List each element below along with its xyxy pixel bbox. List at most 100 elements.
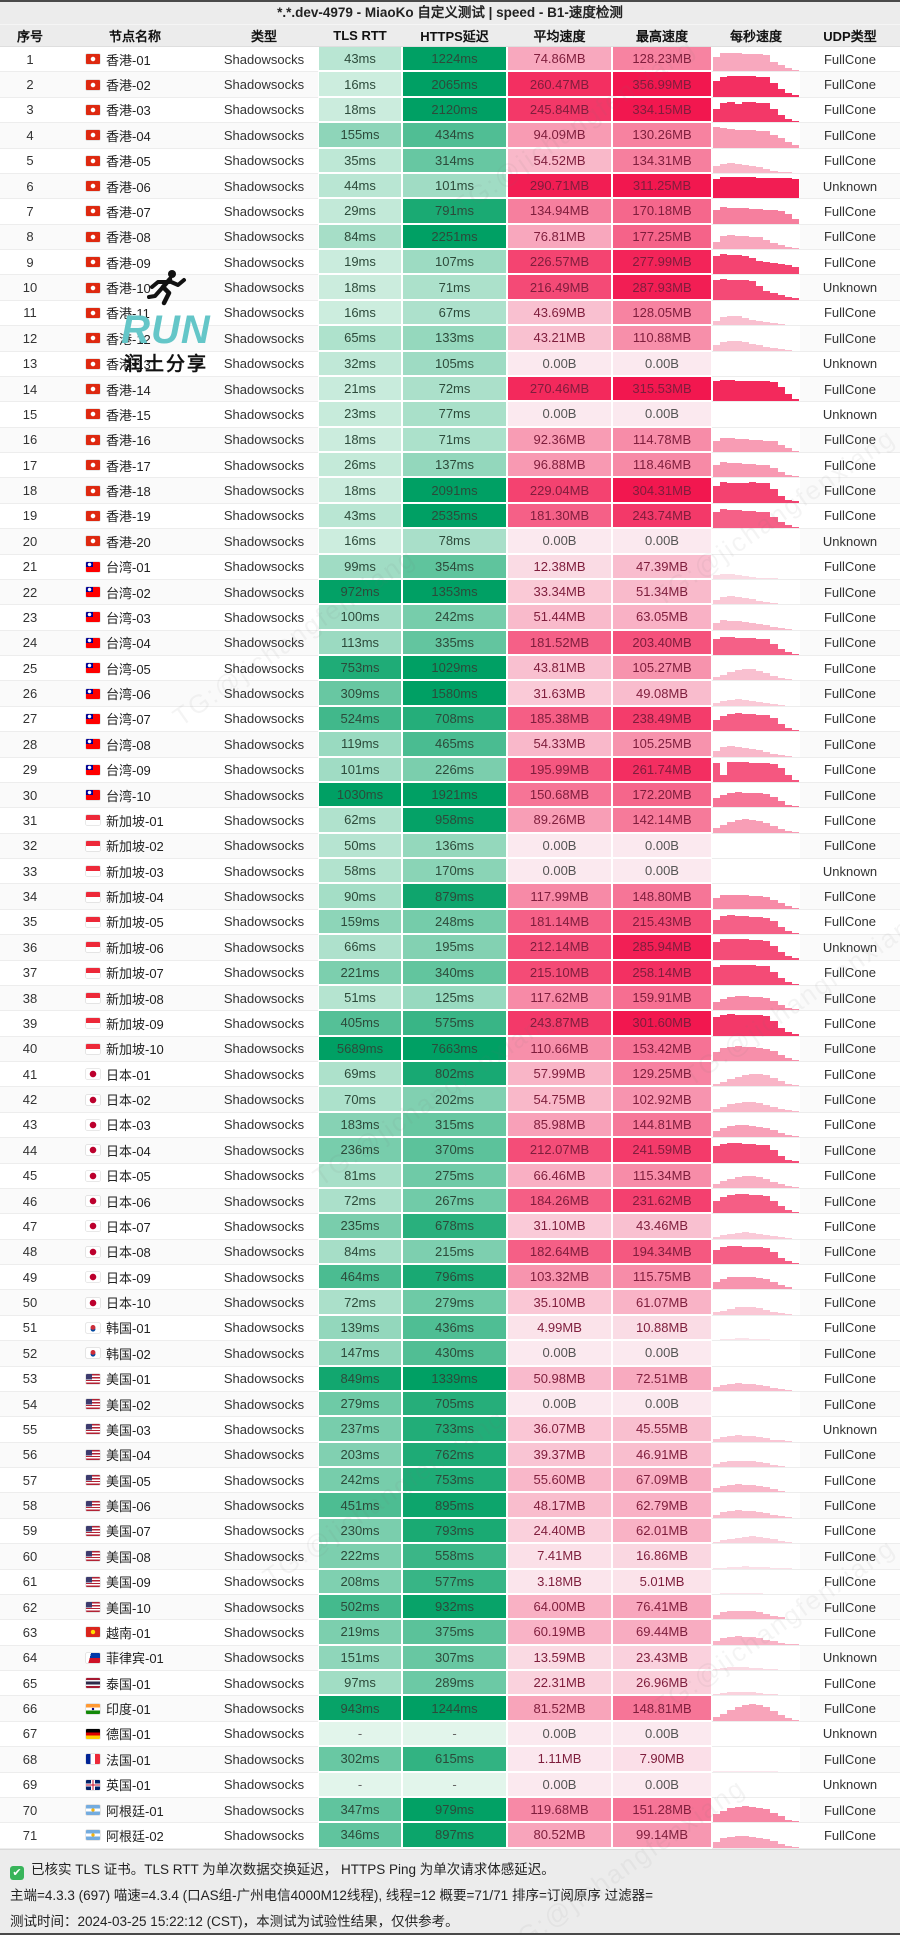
speed-bar <box>748 343 757 351</box>
speed-bar <box>720 1339 728 1341</box>
per-second-speed-chart <box>712 1138 800 1164</box>
speed-bar <box>720 824 728 833</box>
table-row: 58 美国-06 Shadowsocks 451ms 895ms 48.17MB 62.79… <box>0 1493 900 1519</box>
speed-bar <box>784 679 792 681</box>
cell-type: Shadowsocks <box>210 1087 318 1113</box>
speed-bar <box>791 476 800 478</box>
speed-bar <box>713 209 721 224</box>
cell-max-speed: 0.00B <box>612 402 712 428</box>
speed-bar <box>770 1051 778 1061</box>
cell-type: Shadowsocks <box>210 1239 318 1265</box>
cell-https-delay: 101ms <box>402 173 507 200</box>
per-second-speed-chart <box>712 1366 800 1392</box>
node-name-label: 台湾-09 <box>106 763 151 779</box>
cell-avg-speed: 50.98MB <box>507 1366 612 1392</box>
speed-bar <box>756 623 764 630</box>
speed-bar <box>748 1232 757 1239</box>
cell-type: Shadowsocks <box>210 1391 318 1418</box>
speed-bar <box>734 1835 742 1848</box>
cell-max-speed: 45.55MB <box>612 1417 712 1443</box>
speed-bar <box>777 1389 785 1391</box>
flag-icon-tw <box>86 612 100 623</box>
cell-https-delay: 733ms <box>402 1417 507 1443</box>
speed-bar <box>720 127 728 148</box>
speed-bar <box>734 1076 742 1087</box>
node-name-label: 美国-07 <box>106 1524 151 1540</box>
speed-bar <box>720 1713 728 1721</box>
speed-bar <box>734 637 742 655</box>
speed-bar <box>727 1692 735 1696</box>
flag-icon-hk <box>86 54 100 65</box>
cell-max-speed: 134.31MB <box>612 148 712 174</box>
table-row: 18 香港-18 Shadowsocks 18ms 2091ms 229.04MB 304.… <box>0 478 900 504</box>
flag-icon-us <box>86 1399 100 1410</box>
cell-tls-rtt: 19ms <box>318 250 402 276</box>
cell-max-speed: 46.91MB <box>612 1442 712 1468</box>
speed-bar <box>777 927 785 935</box>
cell-tls-rtt: 18ms <box>318 97 402 124</box>
cell-node-name: 香港-09 <box>60 250 210 276</box>
speed-bar <box>727 1308 735 1315</box>
speed-bar <box>763 1196 771 1214</box>
cell-avg-speed: 245.84MB <box>507 97 612 124</box>
cell-type: Shadowsocks <box>210 579 318 606</box>
speed-bar <box>713 575 721 579</box>
speed-bar <box>770 1464 778 1467</box>
table-row: 1 香港-01 Shadowsocks 43ms 1224ms 74.86MB 128.23… <box>0 47 900 73</box>
cell-node-name: 香港-18 <box>60 478 210 504</box>
per-second-speed-chart <box>712 1823 800 1849</box>
speed-bar <box>720 1279 728 1290</box>
speed-bar <box>727 1178 735 1188</box>
cell-node-name: 香港-05 <box>60 148 210 174</box>
cell-max-speed: 142.14MB <box>612 808 712 834</box>
speed-bar <box>763 1075 771 1087</box>
cell-avg-speed: 24.40MB <box>507 1518 612 1545</box>
cell-num: 18 <box>0 478 60 504</box>
speed-bar <box>770 826 778 833</box>
table-row: 48 日本-08 Shadowsocks 84ms 215ms 182.64MB 194.3… <box>0 1239 900 1265</box>
cell-max-speed: 356.99MB <box>612 72 712 98</box>
cell-max-speed: 258.14MB <box>612 960 712 986</box>
speed-bar <box>727 1567 735 1569</box>
speed-bar <box>741 165 749 173</box>
speed-bar <box>741 53 749 72</box>
cell-num: 13 <box>0 351 60 377</box>
cell-max-speed: 148.81MB <box>612 1696 712 1722</box>
speed-bar <box>727 894 735 909</box>
cell-udp-type: FullCone <box>800 1823 900 1849</box>
per-second-speed-chart <box>712 1011 800 1037</box>
cell-udp-type: FullCone <box>800 833 900 859</box>
speed-bar <box>756 464 764 478</box>
table-row: 49 日本-09 Shadowsocks 464ms 796ms 103.32MB 115.… <box>0 1265 900 1291</box>
cell-avg-speed: 60.19MB <box>507 1620 612 1646</box>
per-second-speed-chart <box>712 757 800 783</box>
per-second-speed-chart <box>712 884 800 910</box>
speed-bar <box>741 1101 749 1112</box>
cell-num: 25 <box>0 656 60 682</box>
cell-type: Shadowsocks <box>210 427 318 453</box>
speed-bar <box>720 573 728 579</box>
node-name-label: 日本-04 <box>106 1143 151 1159</box>
speed-bar <box>720 1310 728 1315</box>
speed-bar <box>756 177 764 199</box>
cell-avg-speed: 0.00B <box>507 833 612 859</box>
speed-bar <box>727 76 735 97</box>
per-second-speed-chart <box>712 529 800 555</box>
cell-udp-type: FullCone <box>800 782 900 809</box>
per-second-speed-chart <box>712 1696 800 1722</box>
cell-type: Shadowsocks <box>210 402 318 428</box>
node-name-label: 新加坡-06 <box>106 940 164 956</box>
cell-type: Shadowsocks <box>210 1620 318 1646</box>
speed-bar <box>777 1516 785 1518</box>
cell-tls-rtt: 58ms <box>318 859 402 885</box>
per-second-speed-chart <box>712 1036 800 1062</box>
cell-type: Shadowsocks <box>210 808 318 834</box>
node-name-label: 香港-18 <box>106 484 151 500</box>
speed-bar <box>720 341 728 351</box>
cell-avg-speed: 96.88MB <box>507 453 612 479</box>
cell-max-speed: 170.18MB <box>612 199 712 225</box>
cell-node-name: 香港-14 <box>60 376 210 403</box>
node-name-label: 日本-07 <box>106 1219 151 1235</box>
speed-bar <box>763 169 771 173</box>
